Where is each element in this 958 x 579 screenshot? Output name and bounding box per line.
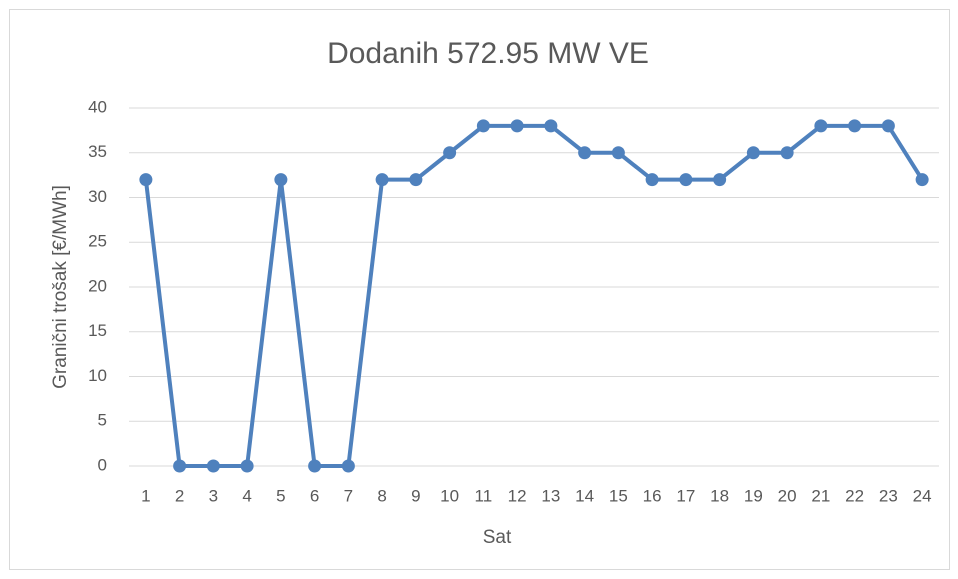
marker — [578, 146, 592, 160]
y-tick-label: 40 — [88, 97, 107, 116]
x-tick-label: 1 — [141, 486, 150, 505]
marker — [510, 119, 524, 133]
x-tick-label: 12 — [508, 486, 527, 505]
marker — [206, 459, 220, 473]
x-tick-label: 11 — [475, 486, 493, 505]
marker — [746, 146, 760, 160]
marker — [375, 173, 389, 187]
marker — [240, 459, 254, 473]
x-tick-label: 19 — [744, 486, 763, 505]
x-tick-label: 18 — [710, 486, 729, 505]
marker — [173, 459, 187, 473]
marker — [139, 173, 153, 187]
x-tick-label: 17 — [676, 486, 695, 505]
y-axis-label: Granični trošak [€/MWh] — [50, 185, 71, 389]
x-tick-label: 16 — [643, 486, 662, 505]
x-tick-label: 22 — [845, 486, 864, 505]
x-tick-label: 13 — [541, 486, 560, 505]
marker — [443, 146, 457, 160]
x-tick-label: 4 — [242, 486, 251, 505]
x-tick-label: 6 — [310, 486, 319, 505]
x-axis-label: Sat — [483, 527, 512, 548]
chart-title: Dodanih 572.95 MW VE — [327, 37, 649, 70]
marker — [611, 146, 625, 160]
marker — [814, 119, 828, 133]
marker — [308, 459, 322, 473]
y-tick-label: 25 — [88, 232, 107, 251]
x-tick-label: 14 — [575, 486, 594, 505]
x-tick-label: 21 — [811, 486, 830, 505]
marker — [780, 146, 794, 160]
x-tick-label: 8 — [377, 486, 386, 505]
marker — [476, 119, 490, 133]
marker — [645, 173, 659, 187]
y-tick-label: 10 — [88, 366, 107, 385]
marker — [409, 173, 423, 187]
marker — [679, 173, 693, 187]
y-tick-label: 30 — [88, 187, 107, 206]
x-tick-label: 5 — [276, 486, 285, 505]
marker — [544, 119, 558, 133]
marker — [881, 119, 895, 133]
x-tick-label: 20 — [778, 486, 797, 505]
x-tick-label: 3 — [209, 486, 218, 505]
x-tick-label: 10 — [440, 486, 459, 505]
x-tick-label: 9 — [411, 486, 420, 505]
marker — [274, 173, 288, 187]
marker — [915, 173, 929, 187]
x-tick-label: 23 — [879, 486, 898, 505]
x-tick-label: 7 — [344, 486, 353, 505]
marker — [848, 119, 862, 133]
y-tick-label: 20 — [88, 276, 107, 295]
y-tick-label: 5 — [98, 411, 107, 430]
x-tick-label: 24 — [913, 486, 932, 505]
y-tick-label: 0 — [98, 455, 107, 474]
line — [143, 123, 924, 468]
x-tick-label: 2 — [175, 486, 184, 505]
y-tick-label: 35 — [88, 142, 107, 161]
chart-border — [9, 9, 950, 570]
y-tick-label: 15 — [88, 321, 107, 340]
marker — [713, 173, 727, 187]
x-tick-label: 15 — [609, 486, 628, 505]
marker — [341, 459, 355, 473]
